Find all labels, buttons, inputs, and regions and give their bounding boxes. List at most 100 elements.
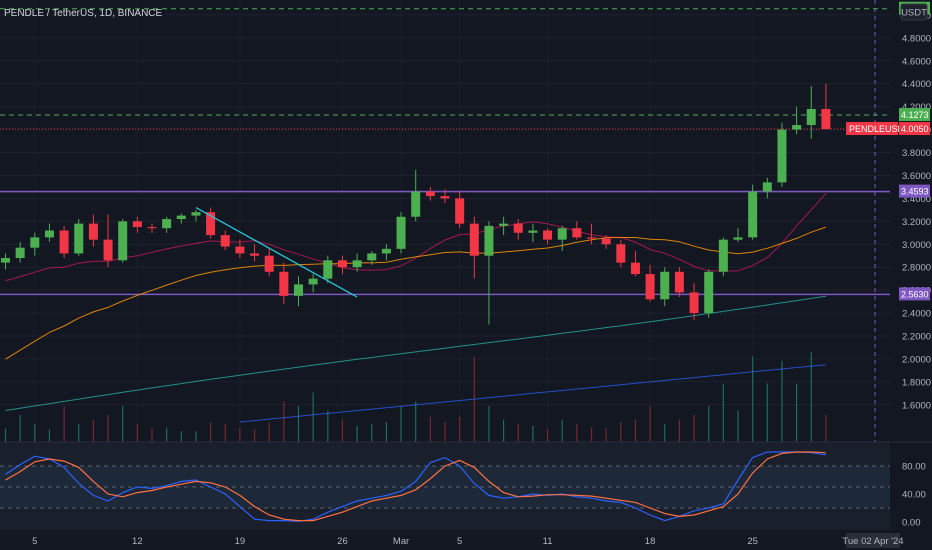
trendline <box>195 207 358 298</box>
candle[interactable] <box>381 244 391 261</box>
candle[interactable] <box>601 235 611 249</box>
candle[interactable] <box>206 207 216 239</box>
candle[interactable] <box>440 189 450 203</box>
candle[interactable] <box>645 264 655 302</box>
candle-body <box>543 230 553 240</box>
candle[interactable] <box>777 122 787 187</box>
price-tag-label: 4.0050 <box>901 124 929 134</box>
trendline-segment[interactable] <box>195 207 358 298</box>
date-tick-label: 25 <box>747 536 758 547</box>
candle[interactable] <box>469 216 479 279</box>
candle[interactable] <box>572 221 582 240</box>
candle[interactable] <box>792 106 802 135</box>
moving-averages <box>5 193 827 423</box>
candle[interactable] <box>484 221 494 325</box>
date-tick-label: 19 <box>235 536 246 547</box>
volume-bar <box>180 431 182 442</box>
candle[interactable] <box>733 228 743 242</box>
candle-body <box>821 108 831 130</box>
candle[interactable] <box>191 209 201 222</box>
candle[interactable] <box>132 216 142 233</box>
price-tick-label: 3.4000 <box>902 194 931 205</box>
candle[interactable] <box>30 232 40 256</box>
date-tick-label: 11 <box>543 536 553 547</box>
candle[interactable] <box>806 86 816 139</box>
candle[interactable] <box>543 228 553 245</box>
candle[interactable] <box>44 223 54 242</box>
candle[interactable] <box>748 184 758 240</box>
volume-bar <box>166 427 168 442</box>
candle[interactable] <box>528 223 538 242</box>
candle[interactable] <box>587 223 596 245</box>
candle[interactable] <box>308 274 318 293</box>
candle[interactable] <box>59 225 69 259</box>
candle[interactable] <box>176 213 186 224</box>
price-tick-label: 4.4000 <box>902 79 931 90</box>
volume-bar <box>136 424 138 442</box>
candle-body <box>103 239 113 261</box>
candle[interactable] <box>337 255 347 275</box>
candle[interactable] <box>704 269 714 318</box>
price-tick-label: 2.0000 <box>902 354 931 365</box>
volume-bar <box>415 401 417 442</box>
candle[interactable] <box>264 248 274 277</box>
candle[interactable] <box>762 177 772 199</box>
oscillator-pane <box>0 441 932 530</box>
candles <box>1 83 831 325</box>
candle[interactable] <box>235 239 245 259</box>
candle-body <box>513 223 523 233</box>
candle[interactable] <box>821 83 831 130</box>
candle[interactable] <box>411 169 421 222</box>
candle-body <box>147 227 157 229</box>
candle[interactable] <box>367 251 377 265</box>
candle[interactable] <box>15 241 25 263</box>
candle[interactable] <box>352 253 362 272</box>
candle[interactable] <box>250 244 260 262</box>
candle[interactable] <box>689 283 699 320</box>
candle[interactable] <box>118 219 128 263</box>
candle[interactable] <box>455 191 465 229</box>
volume-bar <box>517 424 519 442</box>
candle[interactable] <box>513 219 523 240</box>
price-tick-label: 4.2000 <box>902 102 931 113</box>
oscillator-tick-label: 80.00 <box>902 462 926 473</box>
candle[interactable] <box>396 212 406 254</box>
candle[interactable] <box>630 251 640 277</box>
candle-body <box>279 271 289 296</box>
candle[interactable] <box>323 255 333 284</box>
candle[interactable] <box>557 225 567 252</box>
candle[interactable] <box>616 239 626 268</box>
candle[interactable] <box>220 230 230 250</box>
volume-bar <box>224 424 226 442</box>
candle[interactable] <box>88 214 98 247</box>
volume-bar <box>107 415 109 442</box>
currency-label: USDT <box>901 8 927 19</box>
currency-badge[interactable] <box>900 3 928 21</box>
candle-body <box>762 182 772 192</box>
candle-body <box>484 225 494 256</box>
candle[interactable] <box>74 219 84 256</box>
candle-body <box>235 246 245 254</box>
candle[interactable] <box>425 186 435 201</box>
candle[interactable] <box>147 223 157 233</box>
volume-bar <box>356 425 358 442</box>
volume-bar <box>708 406 710 442</box>
candle[interactable] <box>499 216 509 236</box>
candle[interactable] <box>660 267 670 307</box>
candle[interactable] <box>294 276 303 307</box>
candle-body <box>689 292 699 314</box>
volume-bar <box>532 425 534 442</box>
candle[interactable] <box>162 216 172 233</box>
candle[interactable] <box>674 267 684 298</box>
candle[interactable] <box>1 253 10 270</box>
candle-body <box>425 191 435 197</box>
candle-body <box>308 278 318 285</box>
candle[interactable] <box>103 214 113 268</box>
candle-body <box>44 230 54 238</box>
candle[interactable] <box>279 262 289 304</box>
volume-bar <box>576 424 578 442</box>
horizontal-levels <box>0 8 890 296</box>
candle[interactable] <box>718 237 728 277</box>
volume-bar <box>4 428 7 442</box>
